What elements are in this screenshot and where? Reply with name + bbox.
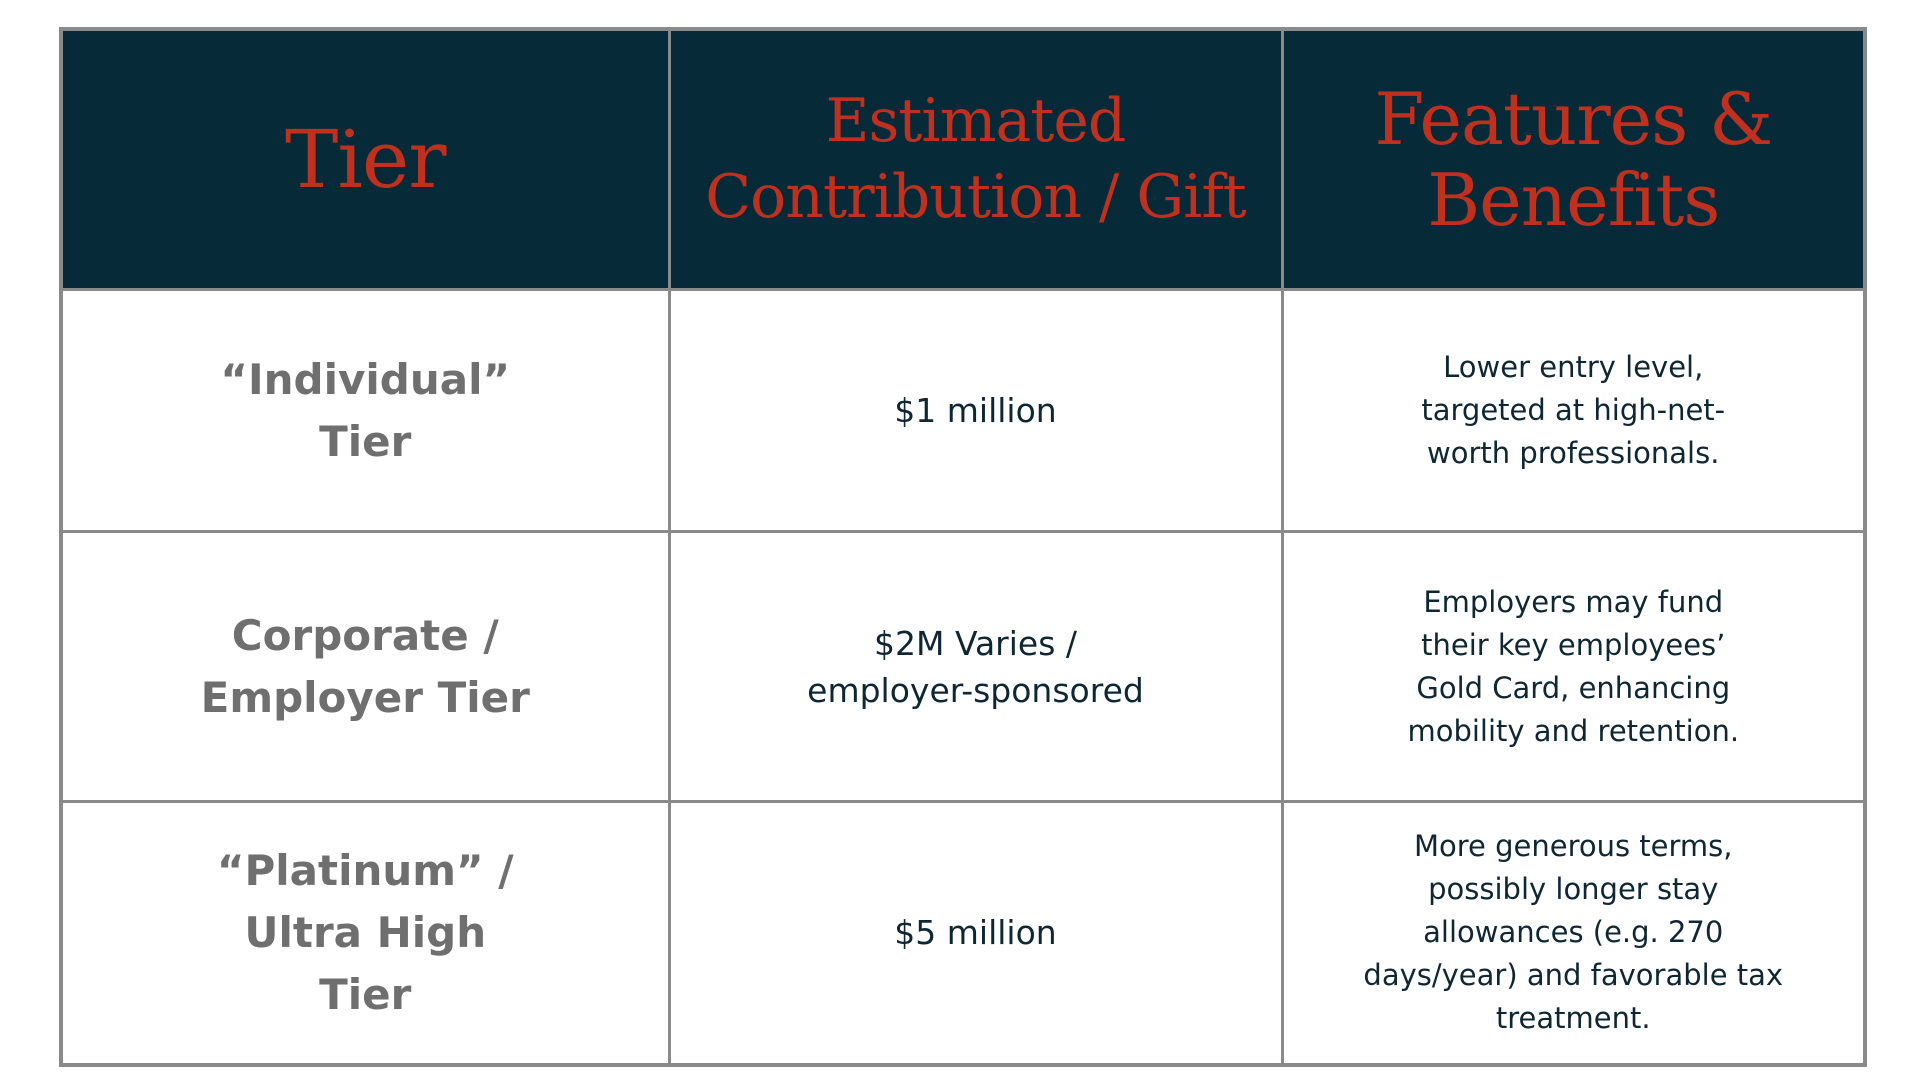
features-line: their key employees’ [1421,627,1726,662]
contribution-cell: $2M Varies / employer-sponsored [667,530,1284,803]
tier-name-cell: “Individual” Tier [59,287,671,534]
tier-name-cell: Corporate / Employer Tier [59,530,671,803]
contribution-line: $2M Varies / [873,623,1078,663]
features-line: treatment. [1495,1001,1651,1036]
contribution-cell: $1 million [667,287,1284,534]
features-line: allowances (e.g. 270 [1423,915,1724,950]
header-contribution-line: Contribution / Gift [705,161,1247,232]
features-line: Lower entry level, [1443,350,1704,385]
header-contribution: Estimated Contribution / Gift [667,27,1284,291]
header-features: Features & Benefits [1280,27,1867,291]
tier-comparison-frame: Tier Estimated Contribution / Gift Featu… [59,27,1867,1067]
tier-comparison-table: Tier Estimated Contribution / Gift Featu… [59,27,1867,1067]
contribution-cell: $5 million [667,799,1284,1067]
features-line: possibly longer stay [1428,872,1719,907]
header-tier: Tier [59,27,671,291]
tier-name-line: Ultra High [244,907,487,957]
table-header-row: Tier Estimated Contribution / Gift Featu… [59,27,1867,291]
tier-name-line: “Platinum” / [216,845,514,895]
header-tier-label: Tier [284,112,447,206]
header-features-line: Features & [1374,76,1773,161]
features-cell: More generous terms, possibly longer sta… [1280,799,1867,1067]
table-row: “Individual” Tier $1 million Lower entry… [59,287,1867,534]
tier-name-cell: “Platinum” / Ultra High Tier [59,799,671,1067]
features-line: Employers may fund [1423,584,1724,619]
table-row: “Platinum” / Ultra High Tier $5 million … [59,799,1867,1067]
features-cell: Lower entry level, targeted at high-net-… [1280,287,1867,534]
features-cell: Employers may fund their key employees’ … [1280,530,1867,803]
features-line: worth professionals. [1427,436,1720,471]
features-line: More generous terms, [1413,829,1733,864]
tier-name-line: Tier [319,416,412,466]
features-line: mobility and retention. [1407,713,1740,748]
header-contribution-line: Estimated [825,85,1127,156]
tier-name-line: “Individual” [220,354,511,404]
tier-name-line: Corporate / [231,610,499,660]
contribution-line: $5 million [894,913,1057,953]
features-line: targeted at high-net- [1421,393,1726,428]
header-features-line: Benefits [1427,157,1720,242]
contribution-line: $1 million [894,391,1057,431]
tier-name-line: Employer Tier [200,672,530,722]
tier-name-line: Tier [319,969,412,1019]
features-line: days/year) and favorable tax [1363,958,1784,993]
table-row: Corporate / Employer Tier $2M Varies / e… [59,530,1867,803]
contribution-line: employer-sponsored [807,670,1144,710]
features-line: Gold Card, enhancing [1416,670,1731,705]
